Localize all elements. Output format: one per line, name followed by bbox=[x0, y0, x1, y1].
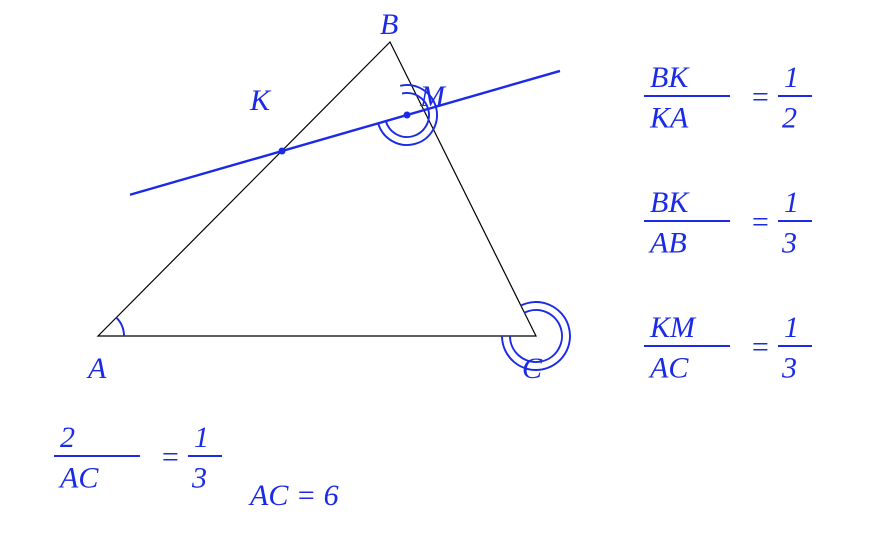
eq1-lhs-den: KA bbox=[649, 102, 689, 135]
eq4-rhs-num: 1 bbox=[194, 421, 209, 454]
eq2-equals: = bbox=[750, 206, 770, 239]
eq4-lhs-den: AC bbox=[58, 462, 99, 495]
label-k: K bbox=[249, 84, 272, 117]
eq1-rhs-den: 2 bbox=[782, 102, 797, 135]
eq1-equals: = bbox=[750, 81, 770, 114]
eq4-equals: = bbox=[160, 441, 180, 474]
eq2-lhs-den: AB bbox=[648, 227, 687, 260]
eq3-equals: = bbox=[750, 331, 770, 364]
equation-eq5: AC = 6 bbox=[248, 479, 339, 512]
equation-eq3: KM AC = 1 3 bbox=[644, 311, 812, 385]
eq4-lhs-num: 2 bbox=[60, 421, 75, 454]
eq3-rhs-num: 1 bbox=[784, 311, 799, 344]
eq3-rhs-den: 3 bbox=[781, 352, 797, 385]
eq2-lhs-num: BK bbox=[650, 186, 690, 219]
eq2-rhs-num: 1 bbox=[784, 186, 799, 219]
eq2-rhs-den: 3 bbox=[781, 227, 797, 260]
line-km-parallel bbox=[130, 71, 560, 195]
triangle-abc bbox=[98, 42, 536, 336]
equation-eq2: BK AB = 1 3 bbox=[644, 186, 812, 260]
label-a: A bbox=[86, 352, 107, 385]
label-b: B bbox=[380, 8, 398, 41]
equation-eq4: 2 AC = 1 3 bbox=[54, 421, 222, 495]
point-m bbox=[404, 112, 411, 119]
angle-a-arc bbox=[116, 318, 124, 336]
eq3-lhs-num: KM bbox=[649, 311, 697, 344]
label-m: M bbox=[419, 80, 447, 113]
label-c: C bbox=[522, 352, 543, 385]
eq1-rhs-num: 1 bbox=[784, 61, 799, 94]
point-k bbox=[279, 148, 286, 155]
eq3-lhs-den: AC bbox=[648, 352, 689, 385]
equation-eq1: BK KA = 1 2 bbox=[644, 61, 812, 135]
eq4-rhs-den: 3 bbox=[191, 462, 207, 495]
eq1-lhs-num: BK bbox=[650, 61, 690, 94]
